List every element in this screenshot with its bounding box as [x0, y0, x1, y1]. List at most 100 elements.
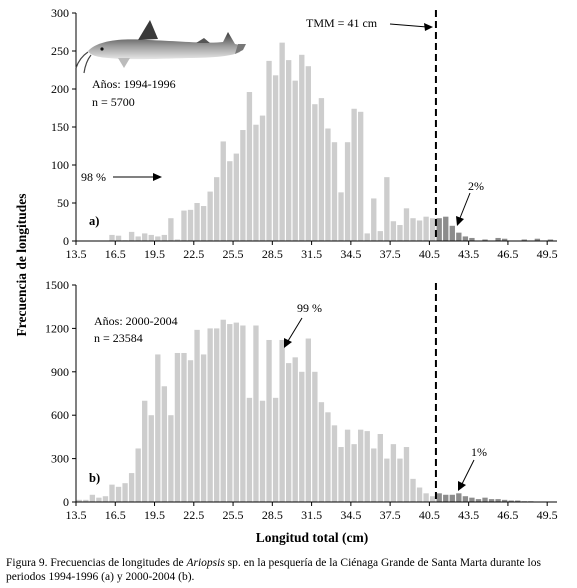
y-axis-label: Frecuencia de longitudes [14, 194, 29, 337]
histogram-bar [174, 352, 181, 502]
histogram-bar [266, 339, 272, 502]
x-tick-label: 37.5 [380, 508, 401, 522]
histogram-bar [187, 209, 194, 241]
histogram-bar [227, 324, 233, 502]
annotation-n-a: n = 5700 [92, 95, 135, 109]
histogram-bar [220, 141, 226, 241]
figure-canvas: Frecuencia de longitudes 0 50 100 150 200 250… [14, 6, 558, 545]
histogram-bar [246, 397, 253, 502]
pct-right-arrowhead-b [458, 481, 466, 491]
histogram-bar [207, 328, 213, 502]
x-ticks-a: 13.5 16.5 19.5 22.5 25.5 28.5 31.5 34.5 37.5 40.5… [66, 241, 558, 261]
histogram-bar [161, 386, 168, 502]
histogram-bar [521, 239, 527, 241]
histogram-bar [155, 236, 161, 241]
histogram-bar [449, 225, 455, 241]
histogram-bar [299, 371, 305, 502]
histogram-bar [312, 104, 318, 241]
histogram-bar [128, 473, 135, 502]
annotation-years-b: Años: 2000-2004 [94, 314, 178, 328]
pct-right-arrow-a [459, 192, 471, 219]
histogram-bar [351, 444, 357, 502]
pct-right-b: 1% [471, 445, 487, 459]
panel-label-b: b) [89, 471, 100, 485]
histogram-bar [534, 238, 541, 241]
histogram-bar [475, 499, 482, 502]
histogram-bar [410, 218, 416, 241]
histogram-bar [443, 494, 449, 502]
histogram-bar [410, 478, 416, 502]
x-tick-label: 34.5 [340, 247, 361, 261]
tmm-arrow [389, 23, 428, 28]
bars-panel-b [76, 319, 554, 502]
histogram-bar [109, 484, 115, 502]
pct-right-a: 2% [468, 179, 484, 193]
histogram-bar [83, 499, 89, 502]
x-tick-label: 37.5 [380, 247, 401, 261]
histogram-bar [351, 108, 357, 241]
histogram-bar [488, 499, 495, 502]
catfish-icon [75, 20, 246, 74]
histogram-bar [272, 397, 279, 502]
histogram-bar [115, 486, 122, 502]
histogram-bar [501, 499, 508, 502]
annotation-years-a: Años: 1994-1996 [92, 77, 176, 91]
histogram-bar [397, 458, 403, 502]
histogram-bar [266, 60, 272, 241]
x-tick-label: 31.5 [301, 247, 322, 261]
histogram-bar [89, 494, 96, 502]
histogram-bar [135, 236, 141, 241]
chart-panel-b: 0 300 600 900 1200 1500 13.5 16.5 19.5 22.5 25.5 2… [45, 278, 558, 522]
histogram-bar [233, 322, 239, 502]
histogram-bar [174, 239, 181, 241]
histogram-bar [377, 231, 383, 241]
x-axis-label: Longitud total (cm) [256, 530, 369, 545]
histogram-bar [403, 447, 410, 502]
histogram-bar [462, 496, 469, 502]
histogram-bar [292, 80, 298, 241]
histogram-bar [390, 221, 397, 241]
y-ticks-a: 0 50 100 150 200 250 300 [51, 6, 76, 248]
histogram-bar [122, 483, 128, 502]
histogram-bar [299, 54, 305, 241]
histogram-bar [279, 339, 285, 502]
histogram-bar [148, 234, 154, 241]
histogram-bar [495, 237, 501, 241]
histogram-bar [259, 400, 266, 502]
x-tick-label: 49.5 [537, 247, 558, 261]
histogram-bar [469, 237, 475, 241]
bars-panel-a [109, 42, 554, 242]
histogram-bar [96, 497, 102, 502]
histogram-bar [214, 328, 220, 502]
histogram-bar [462, 236, 469, 241]
pct-left-a: 98 % [81, 170, 106, 184]
y-tick-label: 300 [51, 452, 69, 466]
histogram-bar [200, 354, 207, 502]
caption-text-end: sp. en la pesquería de la Ciénaga Grande… [6, 557, 541, 583]
histogram-bar [469, 497, 475, 502]
x-tick-label: 13.5 [66, 247, 87, 261]
figure-caption: Figura 9. Frecuencias de longitudes de A… [6, 556, 574, 584]
histogram-bar [194, 203, 200, 241]
histogram-bar [501, 238, 508, 241]
histogram-bar [115, 235, 122, 241]
annotation-n-b: n = 23584 [94, 331, 143, 345]
pct-right-arrow-b [461, 459, 475, 485]
histogram-bar [279, 42, 285, 241]
histogram-bar [168, 415, 174, 502]
histogram-bar [318, 402, 325, 502]
histogram-bar [161, 234, 168, 241]
pct-left-arrowhead-b [284, 338, 292, 348]
histogram-bar [344, 429, 351, 502]
histogram-bar [200, 206, 207, 241]
histogram-bar [364, 233, 370, 241]
histogram-bar [377, 434, 383, 502]
x-tick-label: 43.5 [458, 508, 479, 522]
histogram-bar [181, 210, 187, 241]
histogram-bar [76, 499, 82, 502]
histogram-bar [423, 493, 429, 502]
y-tick-label: 200 [51, 82, 69, 96]
histogram-bar [482, 497, 488, 502]
histogram-bar [312, 371, 318, 502]
histogram-bar [220, 319, 226, 502]
